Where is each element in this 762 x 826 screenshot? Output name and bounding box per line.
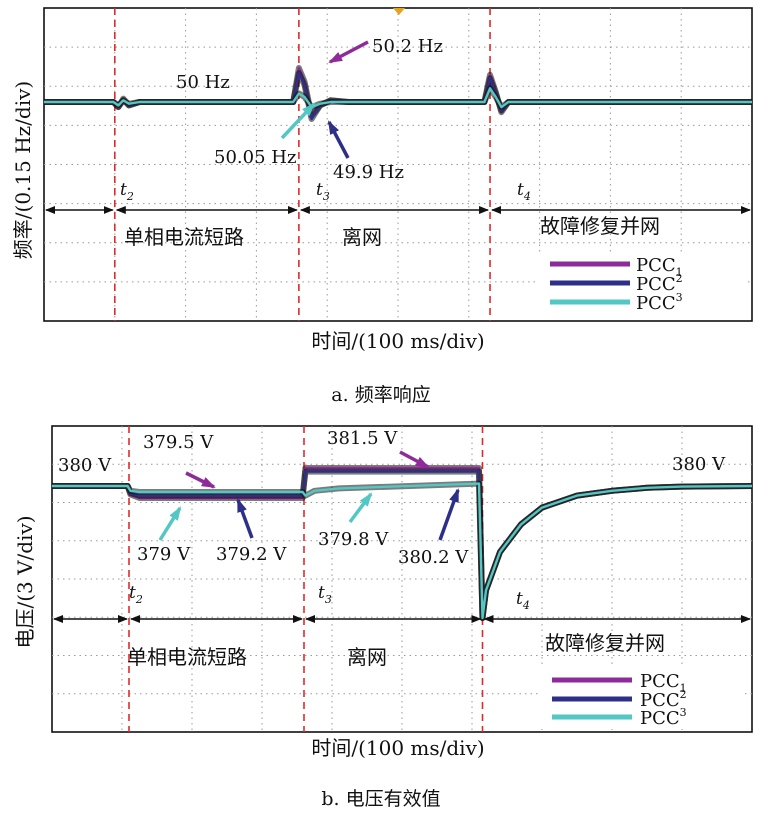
annotation-arrow xyxy=(327,120,350,159)
annotation-arrow xyxy=(236,498,254,539)
interval-label-islanded: 离网 xyxy=(342,225,382,249)
interval-label-short-circuit: 单相电流短路 xyxy=(124,225,244,249)
annotation-380v-left: 380 V xyxy=(58,455,112,476)
series-group xyxy=(44,65,752,122)
annotation-379-2v: 379.2 V xyxy=(216,544,287,565)
annotation-379-5v: 379.5 V xyxy=(143,432,214,453)
event-label-t3: t3 xyxy=(316,180,330,203)
y-axis-label: 频率/(0.15 Hz/div) xyxy=(11,81,35,259)
annotation-380-2v: 380.2 V xyxy=(398,547,469,568)
event-label-t3: t3 xyxy=(318,583,332,606)
event-label-t2: t2 xyxy=(120,180,134,203)
frequency-panel: t2 t3 t4 单相电流短路 离网 故障修复并网 50 Hz 50.2 Hz … xyxy=(11,7,753,353)
legend: PCC1 PCC2 PCC3 xyxy=(540,667,745,729)
annotation-arrow xyxy=(185,471,216,489)
y-axis-label: 电压/(3 V/div) xyxy=(13,515,37,648)
legend-entry: PCC3 xyxy=(640,706,687,729)
annotation-arrow xyxy=(348,492,373,524)
x-axis-label: 时间/(100 ms/div) xyxy=(311,329,484,353)
annotation-arrow xyxy=(399,450,430,469)
interval-label-short-circuit: 单相电流短路 xyxy=(127,645,247,669)
event-label-t4: t4 xyxy=(516,589,530,612)
interval-label-reconnect: 故障修复并网 xyxy=(540,214,660,238)
x-axis-label: 时间/(100 ms/div) xyxy=(311,736,484,760)
interval-label-islanded: 离网 xyxy=(347,645,387,669)
annotation-379-8v: 379.8 V xyxy=(318,529,389,550)
voltage-panel: t2 t3 t4 单相电流短路 离网 故障修复并网 380 V 379.5 V … xyxy=(13,425,753,760)
annotation-arrow xyxy=(438,488,460,541)
legend: PCC1 PCC2 PCC3 xyxy=(535,253,745,319)
interval-label-reconnect: 故障修复并网 xyxy=(545,631,665,655)
annotation-380v-right: 380 V xyxy=(672,454,726,475)
annotation-50-2hz: 50.2 Hz xyxy=(372,36,443,57)
series-line-pcc3 xyxy=(44,87,752,109)
annotation-379v: 379 V xyxy=(137,544,191,565)
trigger-marker-icon xyxy=(393,8,405,15)
legend-entry: PCC2 xyxy=(640,688,687,711)
annotation-arrow xyxy=(328,40,369,64)
legend-entry: PCC2 xyxy=(636,272,683,295)
event-label-t4: t4 xyxy=(517,180,531,203)
annotation-50-05hz: 50.05 Hz xyxy=(214,147,296,168)
annotation-50hz: 50 Hz xyxy=(176,72,230,93)
annotation-arrow xyxy=(280,102,316,140)
legend-entry: PCC1 xyxy=(636,255,683,279)
annotation-381-5v: 381.5 V xyxy=(327,428,398,449)
annotation-arrow xyxy=(158,506,182,541)
legend-entry: PCC3 xyxy=(636,291,683,314)
caption-voltage: b. 电压有效值 xyxy=(321,788,441,810)
series-line-pcc3 xyxy=(52,482,753,620)
event-markers xyxy=(114,8,491,321)
legend-entry: PCC1 xyxy=(640,671,687,695)
series-group xyxy=(52,465,753,621)
caption-frequency: a. 频率响应 xyxy=(331,384,431,406)
annotation-49-9hz: 49.9 Hz xyxy=(333,162,404,183)
event-label-t2: t2 xyxy=(129,583,143,606)
